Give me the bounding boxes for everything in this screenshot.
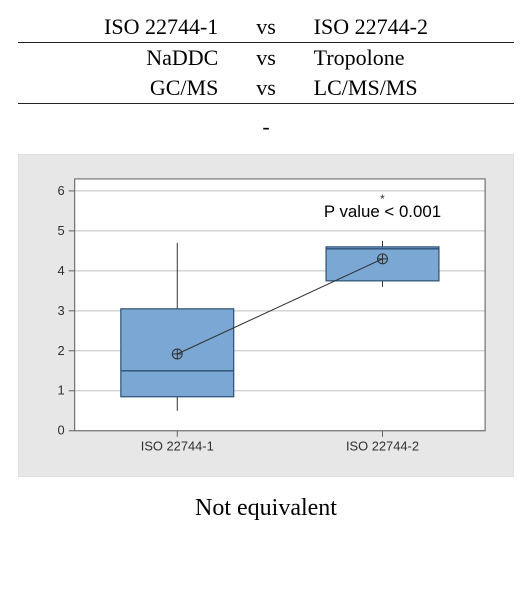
svg-text:2: 2 [58,343,65,358]
header-row: ISO 22744-1 vs ISO 22744-2 [18,12,514,42]
svg-text:0: 0 [58,423,65,438]
separator-dash: - [18,104,514,147]
svg-text:6: 6 [58,183,65,198]
svg-text:4: 4 [58,263,65,278]
header-row: NaDDC vs Tropolone [18,43,514,74]
svg-text:ISO 22744-1: ISO 22744-1 [141,439,214,454]
comparison-header-table: ISO 22744-1 vs ISO 22744-2 NaDDC vs Trop… [18,12,514,146]
header-mid: vs [226,12,305,42]
header-mid: vs [226,73,305,103]
caption-text: Not equivalent [18,495,514,522]
header-left: NaDDC [18,43,226,74]
header-right: LC/MS/MS [306,73,514,103]
header-row: GC/MS vs LC/MS/MS [18,73,514,103]
boxplot-chart: 0123456ISO 22744-1ISO 22744-2*P value < … [33,169,499,466]
svg-text:5: 5 [58,223,65,238]
boxplot-chart-frame: 0123456ISO 22744-1ISO 22744-2*P value < … [18,154,514,477]
header-mid: vs [226,43,305,74]
header-right: ISO 22744-2 [306,12,514,42]
svg-text:3: 3 [58,303,65,318]
svg-text:1: 1 [58,383,65,398]
header-left: ISO 22744-1 [18,12,226,42]
separator-dash-row: - [18,104,514,147]
header-right: Tropolone [306,43,514,74]
svg-text:P value < 0.001: P value < 0.001 [324,202,441,221]
svg-text:ISO 22744-2: ISO 22744-2 [346,439,419,454]
header-left: GC/MS [18,73,226,103]
